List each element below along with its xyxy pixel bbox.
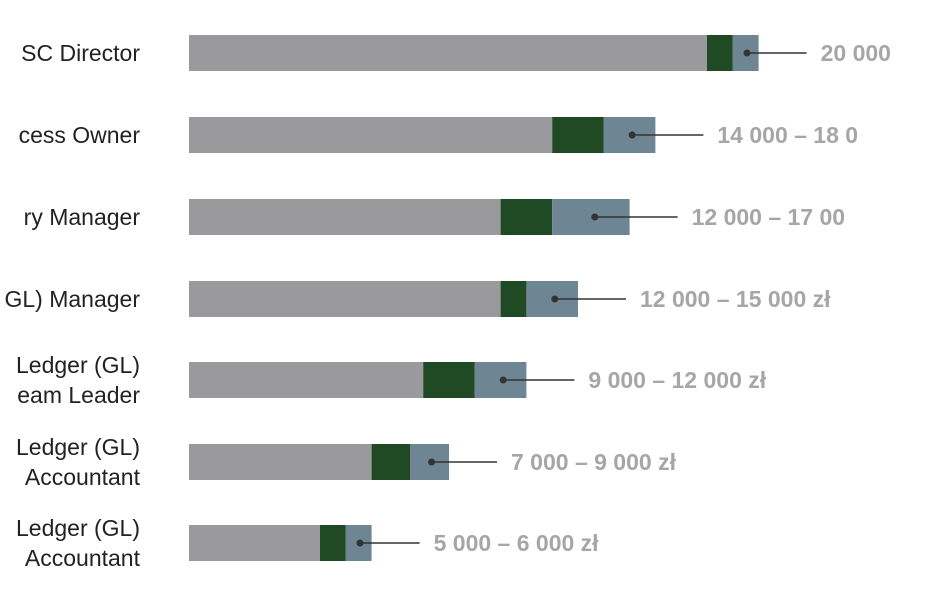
chart-row: 14 000 – 18 0 cess Owner [19,117,858,153]
category-label: eam Leader [17,382,140,408]
category-label: SC Director [21,40,140,66]
bar-middle-segment [552,117,604,153]
bar-middle-segment [500,199,553,235]
chart-row: 9 000 – 12 000 zł Ledger (GL) eam Leader [16,352,767,408]
bar-base-segment [189,444,372,480]
bar-base-segment [189,199,501,235]
range-label: 7 000 – 9 000 zł [511,449,677,475]
chart-row: 20 000 SC Director [21,35,891,71]
bar-middle-segment [423,362,475,398]
range-label: 12 000 – 17 00 [692,204,845,230]
chart-row: 7 000 – 9 000 zł Ledger (GL) Accountant [16,434,677,490]
bar-middle-segment [707,35,733,71]
category-label: Ledger (GL) [16,434,140,460]
chart-row: 5 000 – 6 000 zł Ledger (GL) Accountant [16,515,599,571]
bar-base-segment [189,117,553,153]
range-label: 12 000 – 15 000 zł [640,286,831,312]
bar-base-segment [189,281,501,317]
range-label: 5 000 – 6 000 zł [434,530,600,556]
chart-row: 12 000 – 15 000 zł GL) Manager [4,281,831,317]
bar-base-segment [189,35,707,71]
range-label: 20 000 [821,40,891,66]
bar-base-segment [189,525,320,561]
category-label: Ledger (GL) [16,515,140,541]
chart-row: 12 000 – 17 00 ry Manager [24,199,845,235]
bar-middle-segment [371,444,411,480]
category-label: Accountant [25,545,141,571]
chart-rows: 20 000 SC Director 14 000 – 18 0 cess Owner… [4,35,891,571]
category-label: Accountant [25,464,141,490]
range-label: 9 000 – 12 000 zł [588,367,766,393]
category-label: Ledger (GL) [16,352,140,378]
category-label: GL) Manager [4,286,140,312]
bar-middle-segment [500,281,527,317]
category-label: cess Owner [19,122,141,148]
bar-base-segment [189,362,424,398]
range-label: 14 000 – 18 0 [717,122,858,148]
category-label: ry Manager [24,204,141,230]
bar-middle-segment [320,525,346,561]
